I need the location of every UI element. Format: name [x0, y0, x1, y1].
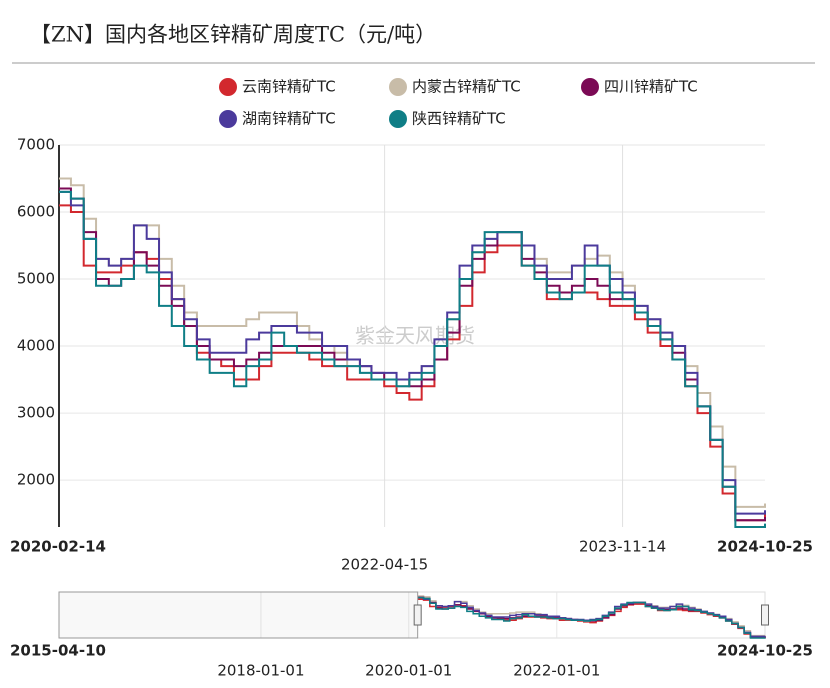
legend-label: 陕西锌精矿TC — [412, 110, 506, 128]
series-line — [59, 190, 766, 528]
y-tick-label: 7000 — [17, 136, 55, 154]
y-tick-label: 2000 — [17, 471, 55, 489]
series-line — [59, 187, 766, 522]
x-tick-label: 2022-04-15 — [341, 556, 428, 574]
series-line — [59, 204, 766, 522]
legend-label: 湖南锌精矿TC — [242, 110, 336, 128]
legend-label: 四川锌精矿TC — [604, 78, 698, 96]
navigator-tick-label: 2015-04-10 — [10, 642, 106, 660]
navigator-handle — [761, 604, 769, 626]
navigator-tick-label: 2024-10-25 — [717, 642, 813, 660]
y-tick-label: 4000 — [17, 337, 55, 355]
chart-title: 【ZN】国内各地区锌精矿周度TC（元/吨） — [30, 23, 436, 47]
navigator-line — [417, 596, 766, 638]
series-line — [59, 190, 766, 515]
navigator-outside — [58, 591, 419, 639]
legend-swatch — [389, 78, 407, 96]
legend-swatch — [219, 110, 237, 128]
navigator-line — [417, 598, 766, 638]
navigator-tick-label: 2018-01-01 — [217, 662, 304, 680]
navigator-tick-label: 2022-01-01 — [513, 662, 600, 680]
legend-swatch — [219, 78, 237, 96]
y-tick-label: 5000 — [17, 270, 55, 288]
y-tick-label: 6000 — [17, 203, 55, 221]
y-tick-label: 3000 — [17, 404, 55, 422]
navigator-line — [417, 596, 766, 638]
watermark: 紫金天风期货 — [355, 324, 475, 348]
navigator-tick-label: 2020-01-01 — [365, 662, 452, 680]
x-tick-label: 2020-02-14 — [10, 538, 106, 556]
navigator-line — [417, 596, 766, 639]
navigator-handle — [413, 604, 422, 626]
legend-swatch — [389, 110, 407, 128]
legend-label: 内蒙古锌精矿TC — [412, 78, 521, 96]
x-tick-label: 2023-11-14 — [579, 538, 666, 556]
legend-label: 云南锌精矿TC — [242, 78, 336, 96]
legend-swatch — [581, 78, 599, 96]
x-tick-label: 2024-10-25 — [717, 538, 813, 556]
